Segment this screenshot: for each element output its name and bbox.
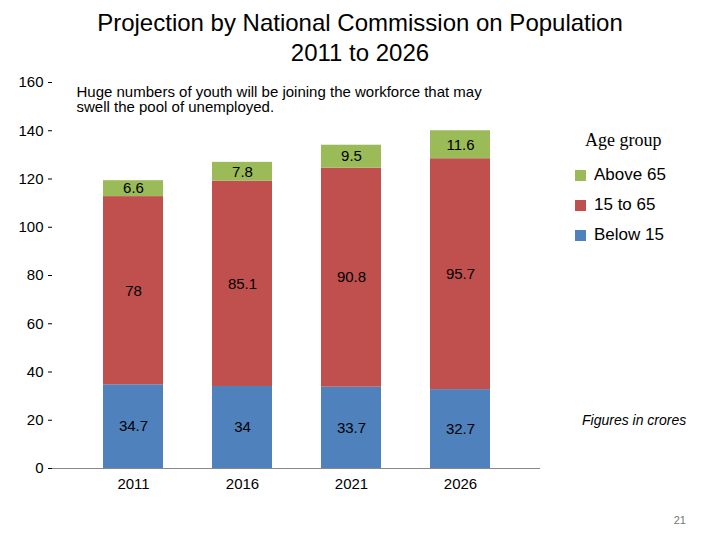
svg-text:6.6: 6.6 xyxy=(123,179,144,196)
svg-text:100: 100 xyxy=(18,218,43,235)
html-text:Above 65: Above 65 xyxy=(594,165,666,184)
html-text:Age group: Age group xyxy=(585,130,662,150)
html-text:Projection by National Commiss: Projection by National Commission on Pop… xyxy=(97,9,623,36)
svg-text:60: 60 xyxy=(27,315,44,332)
svg-text:140: 140 xyxy=(18,122,43,139)
html-text:Below 15: Below 15 xyxy=(594,225,664,244)
html-text:15 to 65: 15 to 65 xyxy=(594,195,656,214)
svg-text:80: 80 xyxy=(27,266,44,283)
svg-text:Huge numbers of youth will be: Huge numbers of youth will be joining th… xyxy=(77,83,483,115)
html-text:2011 to 2026: 2011 to 2026 xyxy=(290,39,430,66)
svg-text:160: 160 xyxy=(18,73,43,90)
svg-text:34.7: 34.7 xyxy=(119,417,148,434)
svg-text:11.6: 11.6 xyxy=(446,136,474,153)
svg-text:9.5: 9.5 xyxy=(341,147,362,164)
html-text:Figures in crores: Figures in crores xyxy=(582,412,687,428)
svg-text:2026: 2026 xyxy=(444,475,477,492)
svg-text:33.7: 33.7 xyxy=(337,419,366,436)
svg-text:85.1: 85.1 xyxy=(228,275,257,292)
svg-text:95.7: 95.7 xyxy=(446,265,475,282)
svg-text:120: 120 xyxy=(18,170,43,187)
svg-text:2016: 2016 xyxy=(226,475,259,492)
html-text:21: 21 xyxy=(673,514,686,526)
svg-text:2011: 2011 xyxy=(117,475,149,492)
svg-text:0: 0 xyxy=(35,459,43,476)
svg-text:40: 40 xyxy=(27,363,44,380)
svg-text:34: 34 xyxy=(234,418,251,435)
svg-text:90.8: 90.8 xyxy=(337,268,366,285)
svg-text:7.8: 7.8 xyxy=(232,163,253,180)
svg-text:78: 78 xyxy=(125,281,142,298)
svg-text:32.7: 32.7 xyxy=(446,420,475,437)
svg-text:2021: 2021 xyxy=(335,475,368,492)
svg-text:20: 20 xyxy=(27,411,44,428)
